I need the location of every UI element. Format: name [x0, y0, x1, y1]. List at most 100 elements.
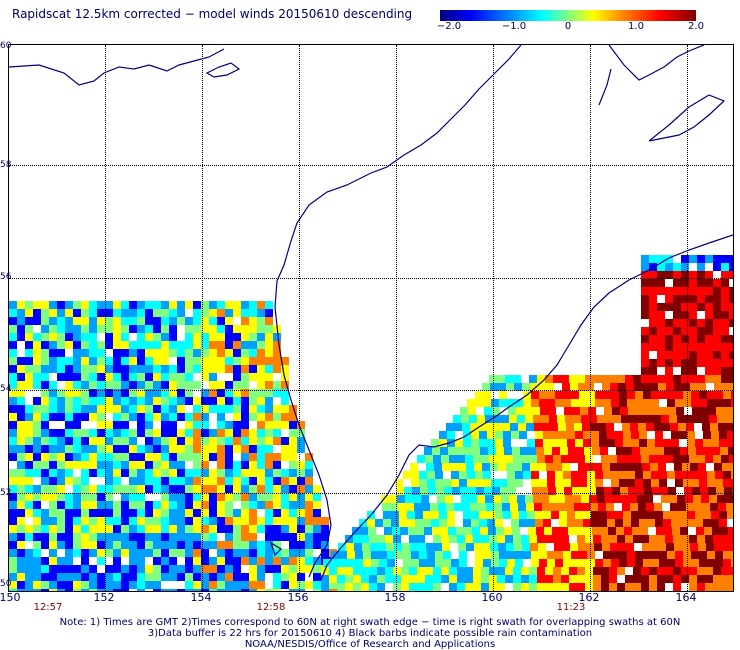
data-cell [17, 373, 25, 381]
data-cell [727, 439, 733, 447]
data-cell [729, 543, 733, 551]
data-cell [57, 581, 65, 589]
data-cell [413, 503, 422, 511]
data-cell [679, 519, 688, 527]
data-cell [129, 533, 137, 541]
data-cell [257, 365, 265, 373]
data-cell [681, 311, 689, 319]
data-cell [241, 493, 249, 501]
data-cell [681, 295, 689, 303]
data-cell [641, 295, 649, 303]
data-cell [664, 527, 673, 535]
data-cell [486, 431, 495, 439]
data-cell [97, 301, 105, 309]
data-cell [627, 559, 636, 567]
map-panel[interactable] [8, 44, 734, 592]
data-cell [177, 413, 185, 421]
data-cell [129, 413, 137, 421]
data-cell [581, 495, 589, 503]
data-cell [169, 453, 177, 461]
data-cell [605, 495, 613, 503]
data-cell [377, 567, 385, 575]
data-cell [641, 351, 649, 359]
data-cell [137, 325, 145, 333]
data-cell [25, 509, 33, 517]
data-cell [529, 375, 537, 383]
data-cell [217, 357, 225, 365]
data-cell [97, 325, 105, 333]
data-cell [217, 589, 225, 591]
data-cell [81, 349, 89, 357]
data-cell [369, 567, 377, 575]
data-cell [498, 551, 507, 559]
data-cell [289, 589, 297, 591]
data-cell [209, 381, 217, 389]
data-cell [57, 437, 65, 445]
data-cell [397, 495, 405, 503]
data-cell [353, 583, 361, 591]
data-cell [713, 343, 721, 351]
data-cell [169, 341, 177, 349]
data-cell [410, 471, 419, 479]
data-cell [105, 317, 113, 325]
data-cell [145, 469, 153, 477]
data-cell [709, 415, 717, 423]
data-cell [41, 389, 49, 397]
data-cell [249, 525, 257, 533]
data-cell [225, 421, 233, 429]
data-cell [412, 487, 421, 495]
data-cell [587, 559, 596, 567]
data-cell [17, 333, 25, 341]
data-cell [153, 573, 161, 581]
data-cell [589, 503, 598, 511]
data-cell [710, 511, 719, 519]
data-cell [384, 527, 393, 535]
data-cell [513, 535, 521, 543]
data-cell [305, 461, 313, 469]
data-cell [241, 469, 249, 477]
data-cell [193, 357, 201, 365]
data-cell [561, 583, 569, 591]
data-cell [584, 447, 593, 455]
data-cell [161, 413, 169, 421]
data-cell [612, 407, 621, 415]
data-cell [169, 365, 177, 373]
data-cell [153, 509, 161, 517]
data-cell [377, 543, 386, 551]
data-cell [289, 581, 297, 589]
data-cell [97, 461, 105, 469]
data-cell [665, 319, 673, 327]
data-cell [9, 317, 17, 325]
data-cell [25, 317, 33, 325]
data-cell [297, 509, 305, 517]
data-cell [201, 389, 209, 397]
data-cell [17, 389, 25, 397]
data-cell [177, 541, 185, 549]
data-cell [121, 573, 129, 581]
data-cell [491, 399, 500, 407]
data-cell [9, 333, 17, 341]
data-cell [709, 423, 718, 431]
data-cell [628, 487, 637, 495]
data-cell [257, 405, 265, 413]
data-cell [720, 527, 729, 535]
data-cell [49, 517, 57, 525]
data-cell [481, 567, 489, 575]
data-cell [81, 405, 89, 413]
data-cell [488, 447, 497, 455]
data-cell [265, 557, 273, 565]
data-cell [241, 389, 249, 397]
data-cell [493, 415, 501, 423]
data-cell [673, 287, 681, 295]
data-cell [505, 463, 514, 471]
data-cell [161, 325, 169, 333]
data-cell [579, 559, 588, 567]
data-cell [661, 415, 669, 423]
data-cell [689, 303, 697, 311]
data-cell [41, 493, 49, 501]
data-cell [185, 349, 193, 357]
data-cell [369, 583, 377, 591]
data-cell [552, 527, 561, 535]
data-cell [513, 575, 521, 583]
data-cell [233, 573, 241, 581]
